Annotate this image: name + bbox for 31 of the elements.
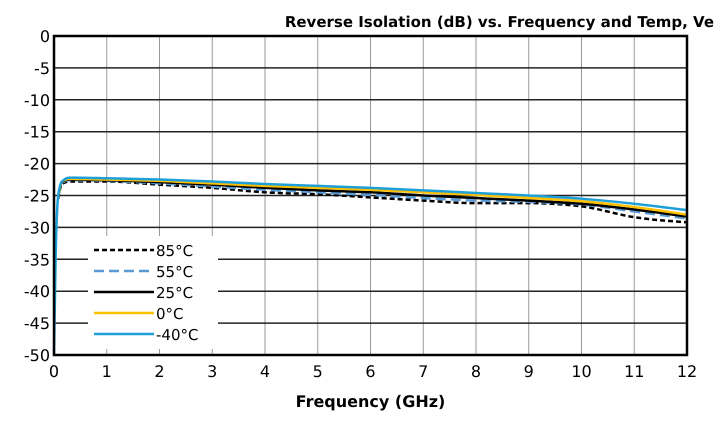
legend-label: 25°C xyxy=(156,284,194,302)
x-tick-label: 9 xyxy=(524,362,534,381)
legend-label: 85°C xyxy=(156,242,194,260)
x-tick-label: 2 xyxy=(154,362,165,381)
y-tick-label: -45 xyxy=(24,314,50,334)
x-tick-label: 12 xyxy=(676,362,698,381)
legend-label: 55°C xyxy=(156,263,194,281)
legend-label: -40°C xyxy=(156,326,198,344)
y-tick-label: -50 xyxy=(24,346,50,365)
y-tick-label: -25 xyxy=(24,186,50,206)
y-tick-label: 0 xyxy=(40,27,50,46)
x-axis-title: Frequency (GHz) xyxy=(296,392,446,411)
x-tick-label: 8 xyxy=(470,362,482,381)
x-tick-label: 7 xyxy=(418,362,428,381)
x-tick-label: 6 xyxy=(365,362,376,381)
x-tick-label: 1 xyxy=(102,362,112,381)
x-tick-label: 3 xyxy=(207,362,218,381)
y-tick-label: -40 xyxy=(24,282,50,302)
x-tick-label: 4 xyxy=(260,362,270,381)
y-tick-label: -30 xyxy=(24,218,50,238)
y-tick-label: -35 xyxy=(24,250,50,270)
y-tick-label: -20 xyxy=(24,154,50,174)
x-tick-label: 5 xyxy=(312,362,323,381)
line-series xyxy=(52,176,688,356)
x-tick-label: 11 xyxy=(624,362,644,381)
legend-label: 0°C xyxy=(156,305,184,323)
chart-title: Reverse Isolation (dB) vs. Frequency and Temp, Ve xyxy=(284,13,714,31)
y-tick-label: -15 xyxy=(24,122,50,142)
y-tick-label: -10 xyxy=(24,90,50,110)
y-tick-label: -5 xyxy=(34,58,50,78)
x-tick-label: 10 xyxy=(571,362,592,381)
